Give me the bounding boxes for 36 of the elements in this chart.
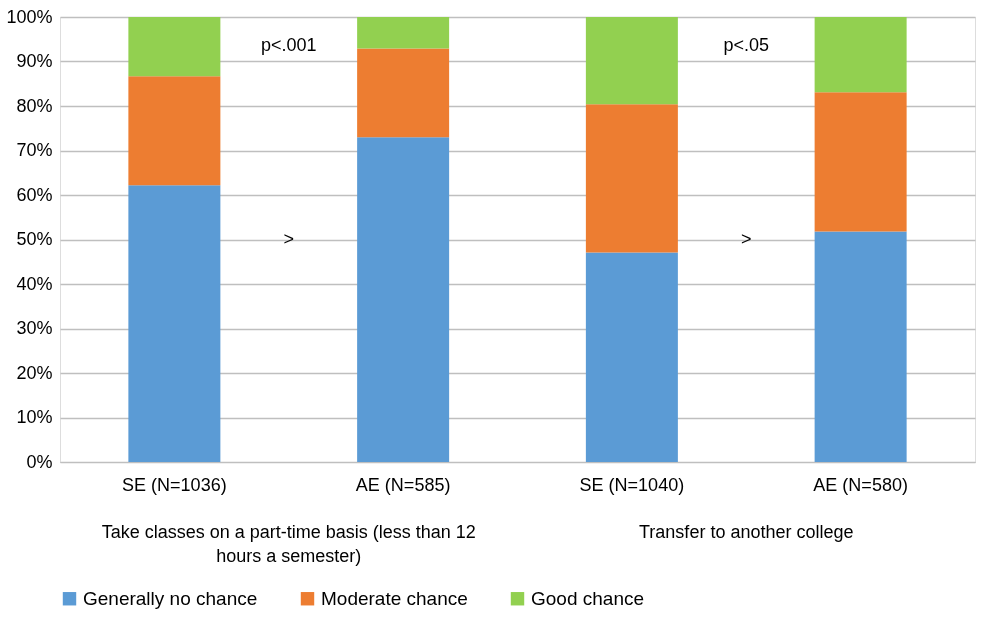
bar [814,17,907,93]
bar [128,76,221,186]
y-tick-label: 60% [16,184,53,205]
y-tick-label: 0% [26,451,53,472]
y-tick-label: 10% [16,407,53,427]
y-tick-label: 30% [16,318,53,338]
bar [814,231,907,462]
text: Take classes on a part-time basis (less than 12 hours a semester) [101,522,476,566]
legend-label: Moderate chance [321,587,468,609]
y-tick-label: 100% [6,6,53,27]
annotation: p<.05 [723,34,770,55]
bar [585,104,678,253]
x-tick-label: SE (N=1036) [122,474,227,495]
text: Transfer to another college [639,522,854,542]
y-tick-label: 80% [16,95,53,116]
annotation: > [283,228,295,249]
annotation: > [740,228,752,249]
bar [585,17,678,105]
bar [814,92,907,232]
bar [357,48,450,138]
bar [128,17,221,77]
x-tick-label: AE (N=585) [355,474,451,495]
annotation: p<.001 [260,34,317,55]
x-tick-label: SE (N=1040) [579,474,685,495]
legend-label: Generally no chance [83,587,258,609]
y-tick-label: 40% [16,273,53,294]
y-tick-label: 70% [16,140,53,160]
bar [357,137,450,462]
bar [585,252,678,462]
y-tick-label: 50% [16,229,53,249]
bar [128,185,221,462]
x-tick-label: AE (N=580) [813,474,908,495]
bar [357,17,450,49]
y-tick-label: 90% [16,51,53,71]
y-tick-label: 20% [16,362,53,383]
legend-label: Good chance [531,587,645,609]
